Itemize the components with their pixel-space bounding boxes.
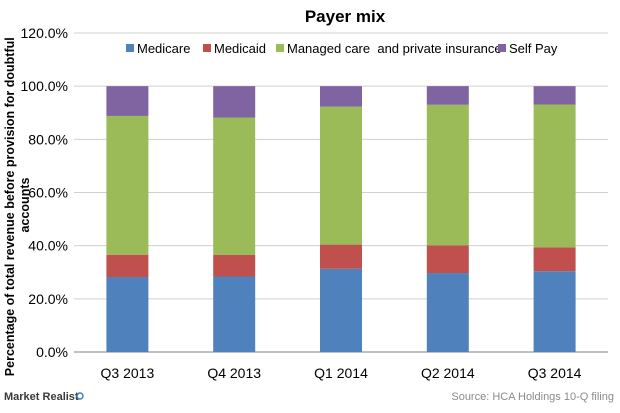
chart-title: Payer mix bbox=[305, 7, 386, 26]
brand-name: Market Realist bbox=[4, 391, 79, 403]
bar-segment-self-pay bbox=[320, 86, 362, 107]
x-tick-labels: Q3 2013 Q4 2013 Q1 2014 Q2 2014 Q3 2014 bbox=[101, 365, 582, 381]
bar-segment-medicaid bbox=[320, 244, 362, 269]
legend-swatch bbox=[126, 44, 134, 52]
x-tick-label: Q2 2014 bbox=[421, 365, 475, 381]
y-tick-label: 20.0% bbox=[28, 291, 68, 307]
bar-segment-self-pay bbox=[213, 86, 256, 118]
bar-segment-managed-care-and-private-insurance bbox=[320, 106, 362, 245]
bar-segment-managed-care-and-private-insurance bbox=[426, 104, 469, 246]
bar-segment-self-pay bbox=[426, 86, 469, 105]
brand-mark-icon bbox=[76, 392, 84, 400]
y-tick-labels: 0.0% 20.0% 40.0% 60.0% 80.0% 100.0% 120.0% bbox=[21, 25, 68, 360]
bar-segment-managed-care-and-private-insurance bbox=[213, 117, 256, 255]
legend-label: Medicaid bbox=[214, 41, 266, 56]
y-tick-label: 80.0% bbox=[28, 131, 68, 147]
x-tick-label: Q3 2014 bbox=[528, 365, 582, 381]
y-axis-label: Percentage of total revenue before provi… bbox=[3, 34, 32, 376]
x-tick-label: Q3 2013 bbox=[101, 365, 155, 381]
bar-segment-medicare bbox=[106, 277, 149, 352]
y-tick-label: 0.0% bbox=[36, 344, 68, 360]
bar-segment-self-pay bbox=[533, 86, 576, 105]
x-tick-label: Q1 2014 bbox=[314, 365, 368, 381]
bar-segment-managed-care-and-private-insurance bbox=[106, 115, 149, 255]
bar-segment-medicaid bbox=[426, 245, 469, 274]
legend-label: Self Pay bbox=[509, 41, 558, 56]
bar-segment-medicaid bbox=[213, 254, 256, 277]
legend-swatch bbox=[498, 44, 506, 52]
y-tick-label: 100.0% bbox=[21, 78, 68, 94]
bar-segment-medicare bbox=[426, 273, 469, 352]
bar-segment-medicaid bbox=[533, 247, 576, 272]
legend-label: Medicare bbox=[137, 41, 190, 56]
bar-segment-medicaid bbox=[106, 254, 149, 278]
market-realist-logo: Market Realist bbox=[4, 391, 84, 403]
bar-segment-medicare bbox=[320, 268, 362, 352]
legend: Medicare Medicaid Managed care and private… bbox=[126, 41, 558, 56]
y-tick-label: 40.0% bbox=[28, 238, 68, 254]
legend-swatch bbox=[203, 44, 211, 52]
bar-segment-managed-care-and-private-insurance bbox=[533, 104, 576, 248]
y-axis-label-line-1: Percentage of total revenue before provi… bbox=[3, 37, 17, 376]
legend-swatch bbox=[276, 44, 284, 52]
source-note: Source: HCA Holdings 10-Q filing bbox=[451, 391, 614, 403]
bar-segment-self-pay bbox=[106, 86, 149, 116]
bars bbox=[106, 86, 576, 352]
legend-label: Managed care and private insurance bbox=[287, 41, 502, 56]
x-tick-label: Q4 2013 bbox=[207, 365, 261, 381]
y-tick-label: 120.0% bbox=[21, 25, 68, 41]
y-axis-label-line-2: accounts bbox=[18, 178, 32, 233]
bar-segment-medicare bbox=[213, 276, 256, 352]
bar-segment-medicare bbox=[533, 271, 576, 352]
y-tick-label: 60.0% bbox=[28, 185, 68, 201]
